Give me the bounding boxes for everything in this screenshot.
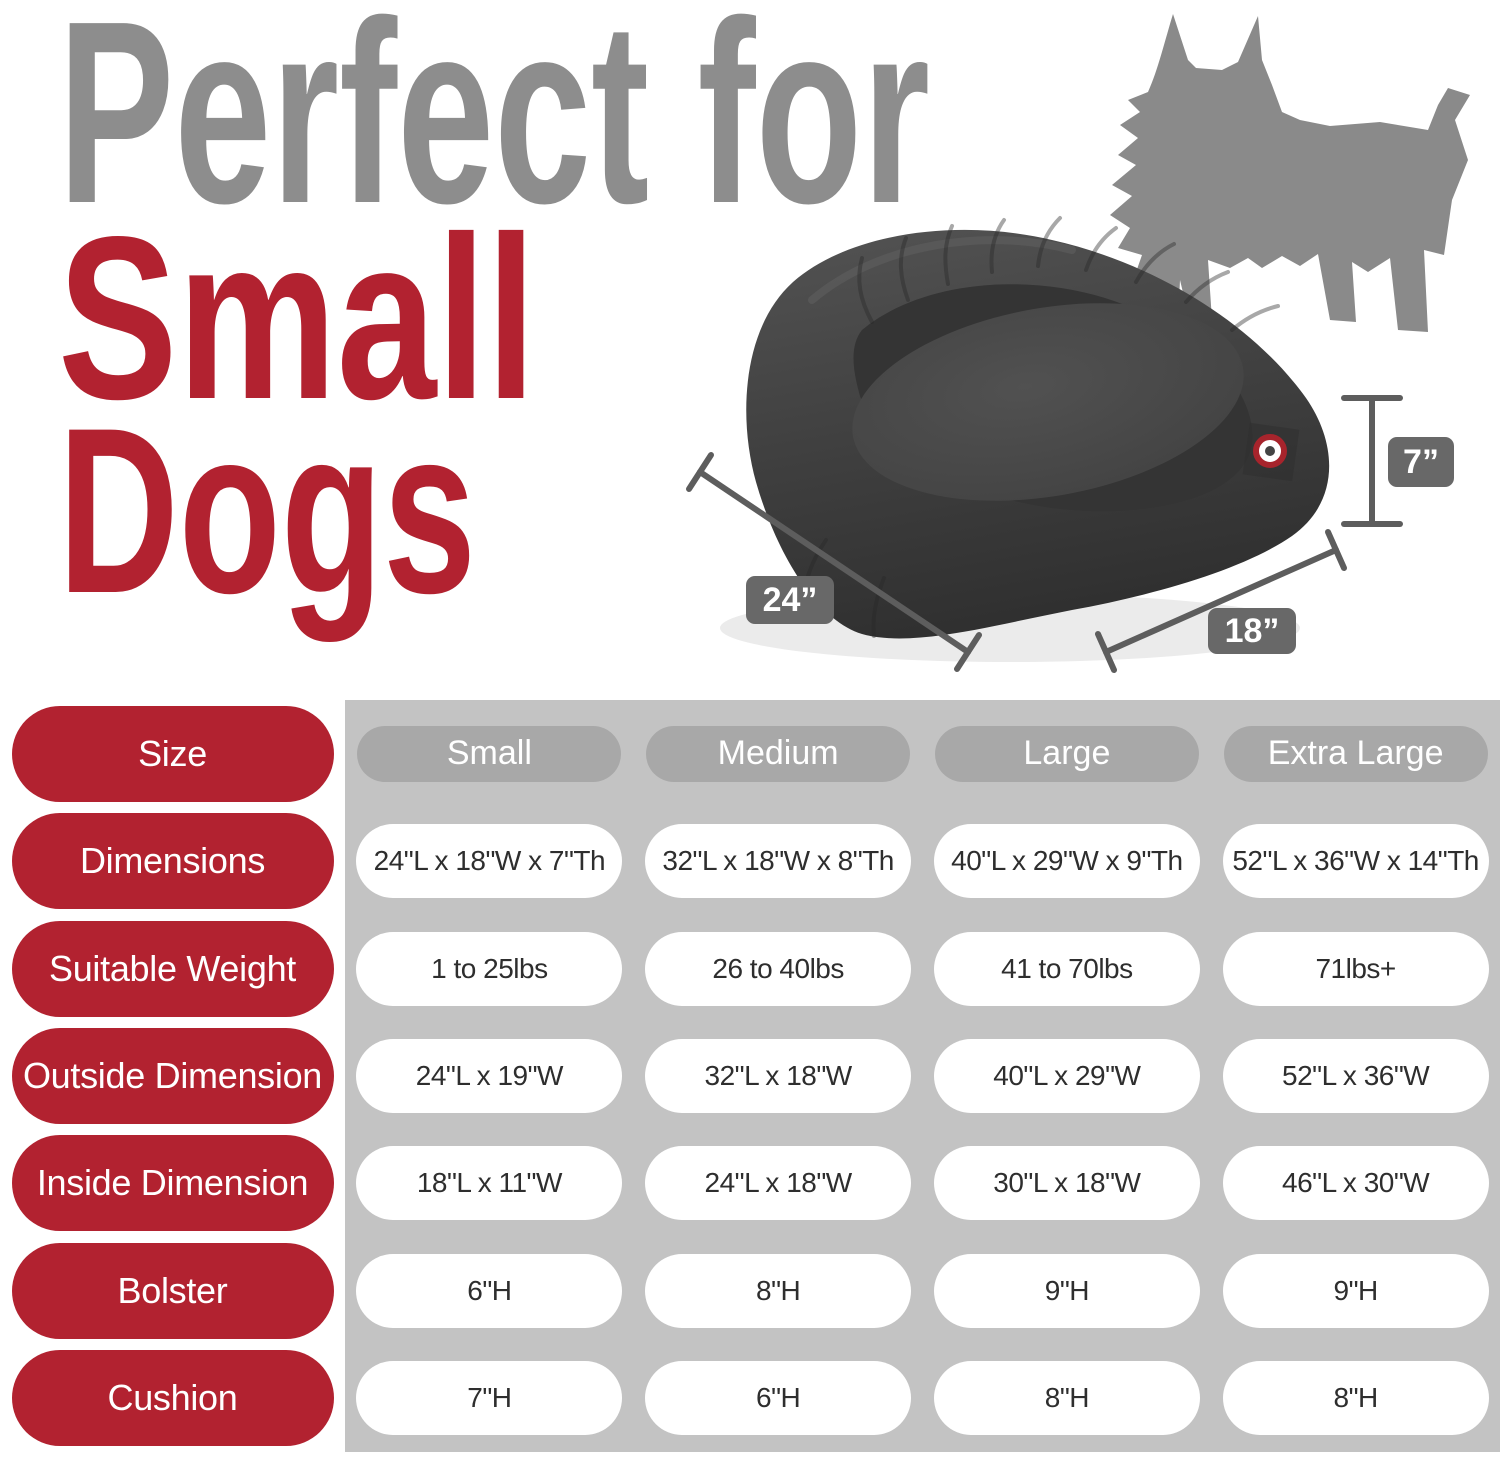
row-label-suitable-weight: Suitable Weight <box>11 920 334 1017</box>
dimension-lines <box>686 395 1403 673</box>
size-table: Size Small Medium Large Extra Large Dime… <box>0 700 1500 1452</box>
height-dimension-label: 7” <box>1388 437 1454 487</box>
cell-weight-extra-large: 71lbs+ <box>1222 931 1489 1006</box>
width-dimension-line <box>1095 529 1347 673</box>
cell-outside-small: 24"L x 19"W <box>356 1038 623 1113</box>
cell-inside-large: 30"L x 18"W <box>933 1146 1200 1221</box>
cell-weight-small: 1 to 25lbs <box>356 931 623 1006</box>
row-label-dimensions: Dimensions <box>11 813 334 910</box>
cell-bolster-large: 9"H <box>933 1253 1200 1328</box>
cell-cushion-extra-large: 8"H <box>1222 1361 1489 1436</box>
cell-bolster-medium: 8"H <box>645 1253 912 1328</box>
svg-text:7”: 7” <box>1403 443 1439 481</box>
cell-dimensions-medium: 32"L x 18"W x 8"Th <box>645 824 912 899</box>
row-label-bolster: Bolster <box>11 1242 334 1339</box>
cell-outside-large: 40"L x 29"W <box>933 1038 1200 1113</box>
cell-outside-extra-large: 52"L x 36"W <box>1222 1038 1489 1113</box>
cell-weight-medium: 26 to 40lbs <box>645 931 912 1006</box>
cell-bolster-small: 6"H <box>356 1253 623 1328</box>
row-label-cushion: Cushion <box>11 1350 334 1447</box>
svg-text:18”: 18” <box>1225 612 1280 650</box>
cell-inside-extra-large: 46"L x 30"W <box>1222 1146 1489 1221</box>
column-header-small: Small <box>357 725 622 782</box>
bolster-pleats <box>800 216 1280 638</box>
cell-inside-medium: 24"L x 18"W <box>645 1146 912 1221</box>
cell-cushion-small: 7"H <box>356 1361 623 1436</box>
cell-cushion-large: 8"H <box>933 1361 1200 1436</box>
row-label-outside-dimension: Outside Dimension <box>11 1027 334 1124</box>
length-dimension-line <box>686 452 982 672</box>
row-label-size: Size <box>11 705 334 802</box>
cell-inside-small: 18"L x 11"W <box>356 1146 623 1221</box>
column-header-extra-large: Extra Large <box>1223 725 1488 782</box>
dog-bed-illustration <box>746 216 1330 639</box>
hero-illustration: Perfect for Small Dogs <box>58 0 1470 673</box>
page-title-line3: Dogs <box>58 379 476 643</box>
length-dimension-label: 24” <box>746 576 834 624</box>
column-header-medium: Medium <box>646 725 911 782</box>
cell-dimensions-small: 24"L x 18"W x 7"Th <box>356 824 623 899</box>
cell-bolster-extra-large: 9"H <box>1222 1253 1489 1328</box>
cell-weight-large: 41 to 70lbs <box>933 931 1200 1006</box>
page-title-line1: Perfect for <box>58 0 930 258</box>
row-label-inside-dimension: Inside Dimension <box>11 1135 334 1232</box>
brand-badge-logo-icon <box>1242 422 1300 482</box>
width-dimension-label: 18” <box>1208 608 1296 654</box>
height-dimension-line <box>1341 395 1403 527</box>
page-title-line2: Small <box>58 189 536 448</box>
cell-outside-medium: 32"L x 18"W <box>645 1038 912 1113</box>
column-header-large: Large <box>934 725 1199 782</box>
svg-text:24”: 24” <box>763 581 818 619</box>
cell-dimensions-extra-large: 52"L x 36"W x 14"Th <box>1222 824 1489 899</box>
cell-dimensions-large: 40"L x 29"W x 9"Th <box>933 824 1200 899</box>
dog-silhouette <box>1110 14 1470 332</box>
cell-cushion-medium: 6"H <box>645 1361 912 1436</box>
